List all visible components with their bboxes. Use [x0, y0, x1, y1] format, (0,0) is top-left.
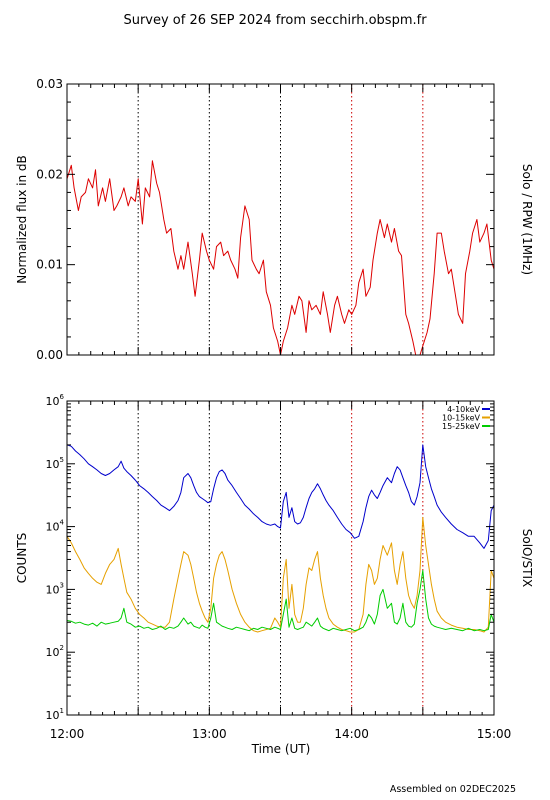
series-line: [67, 444, 494, 549]
series-line: [67, 160, 494, 355]
legend-label: 15-25keV: [442, 422, 481, 431]
y-tick-label: 0.03: [36, 77, 63, 91]
y-tick-label: 0.00: [36, 348, 63, 362]
y-tick-label: 102: [46, 644, 64, 659]
y-tick-exponent: 4: [60, 519, 65, 527]
y-tick-label: 101: [46, 707, 64, 722]
x-tick-label: 13:00: [192, 727, 227, 741]
y-tick-label: 104: [46, 519, 65, 534]
y-axis-title: Normalized flux in dB: [15, 155, 29, 284]
y-tick-exponent: 6: [60, 393, 65, 401]
y-tick-exponent: 3: [60, 581, 64, 589]
y-tick-label: 103: [46, 581, 64, 596]
y-tick-label: 0.02: [36, 167, 63, 181]
x-tick-label: 14:00: [334, 727, 369, 741]
y-tick-label: 106: [46, 393, 65, 408]
y-axis-title: COUNTS: [15, 533, 29, 584]
x-tick-label: 12:00: [50, 727, 85, 741]
y-tick-exponent: 1: [60, 707, 64, 715]
series-line: [67, 516, 494, 633]
instrument-label: Solo / RPW (1MHz): [520, 164, 534, 275]
legend-label: 10-15keV: [442, 414, 481, 423]
rpw-panel: 0.00 0.01 0.02 0.03 Normalized flux in dB Sol…: [15, 77, 534, 362]
stix-panel: 101 102 103 104 105 106 COUNTS SolO/STIX 4-10keV…: [15, 393, 534, 741]
legend-label: 4-10keV: [447, 405, 480, 414]
y-tick-exponent: 2: [60, 644, 64, 652]
x-tick-label: 15:00: [477, 727, 512, 741]
y-tick-label: 105: [46, 456, 64, 471]
y-tick-exponent: 5: [60, 456, 64, 464]
x-axis-title: Time (UT): [251, 742, 311, 756]
y-tick-label: 0.01: [36, 258, 63, 272]
instrument-label: SolO/STIX: [520, 529, 534, 588]
chart-title: Survey of 26 SEP 2024 from secchirh.obsp…: [123, 13, 427, 28]
footer-text: Assembled on 02DEC2025: [390, 784, 516, 795]
series-line: [67, 570, 494, 632]
